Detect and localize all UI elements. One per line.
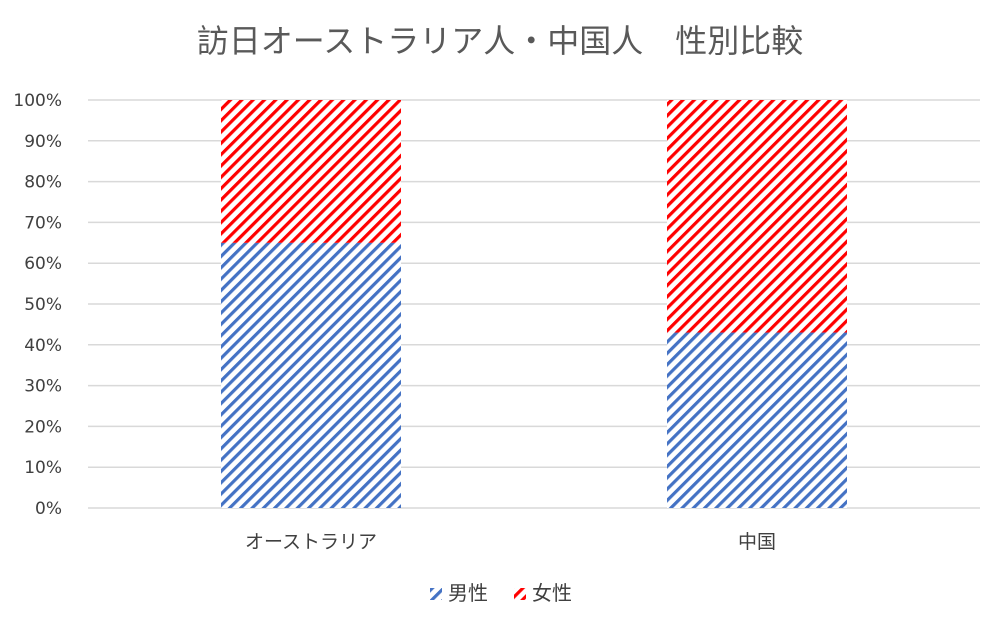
y-tick-label: 70% <box>24 213 62 233</box>
y-tick-label: 90% <box>24 132 62 152</box>
bars <box>221 100 847 509</box>
y-tick-label: 20% <box>24 417 62 437</box>
y-tick-label: 30% <box>24 377 62 397</box>
y-tick-label: 40% <box>24 336 62 356</box>
bar-segment <box>667 332 847 508</box>
y-tick-label: 100% <box>13 91 62 111</box>
y-tick-label: 50% <box>24 295 62 315</box>
x-category-label: オーストラリア <box>245 531 377 553</box>
y-tick-label: 0% <box>35 499 62 519</box>
chart-title: 訪日オーストラリア人・中国人 性別比較 <box>197 22 803 60</box>
bar-segment <box>221 242 401 509</box>
x-category-label: 中国 <box>738 531 776 553</box>
x-axis-categories: オーストラリア 中国 <box>245 531 776 553</box>
y-tick-label: 80% <box>24 173 62 193</box>
legend-swatch <box>514 588 526 600</box>
legend-label: 女性 <box>532 581 572 605</box>
y-axis-ticks: 0% 10% 20% 30% 40% 50% 60% 70% 80% 90% 100% <box>13 91 62 519</box>
y-tick-label: 10% <box>24 458 62 478</box>
bar-segment <box>667 100 847 333</box>
legend-label: 男性 <box>448 581 488 605</box>
legend: 男性 女性 <box>430 581 572 605</box>
y-tick-label: 60% <box>24 254 62 274</box>
bar-segment <box>221 100 401 243</box>
legend-swatch <box>430 588 442 600</box>
